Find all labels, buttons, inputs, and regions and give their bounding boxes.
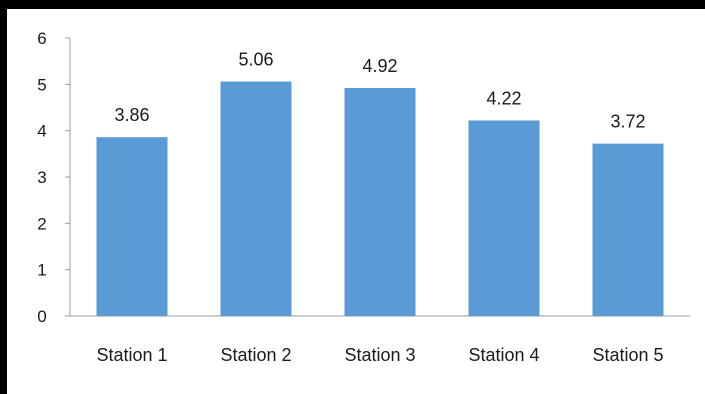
x-category-label: Station 5 — [592, 345, 663, 365]
data-label: 4.92 — [362, 56, 397, 76]
bar — [344, 88, 416, 316]
y-tick-label: 3 — [37, 168, 46, 187]
bar-series — [96, 81, 664, 317]
y-tick-label: 1 — [37, 261, 46, 280]
data-label: 3.72 — [610, 112, 645, 132]
y-tick-label: 2 — [37, 214, 46, 233]
y-tick-label: 0 — [37, 307, 46, 326]
data-label: 3.86 — [114, 105, 149, 125]
x-category-label: Station 2 — [220, 345, 291, 365]
x-category-label: Station 1 — [96, 345, 167, 365]
y-tick-label: 6 — [37, 29, 46, 48]
x-axis-categories: Station 1 Station 2 Station 3 Station 4 Stat… — [96, 345, 663, 365]
x-category-label: Station 3 — [344, 345, 415, 365]
bar — [220, 81, 292, 316]
y-tick-label: 4 — [37, 122, 46, 141]
bar — [468, 120, 540, 317]
bar — [592, 143, 664, 316]
data-label: 5.06 — [238, 50, 273, 70]
data-labels: 3.86 5.06 4.92 4.22 3.72 — [114, 50, 645, 132]
bar — [96, 137, 168, 316]
data-label: 4.22 — [486, 88, 521, 108]
frame-left-edge — [0, 0, 7, 394]
x-category-label: Station 4 — [468, 345, 539, 365]
y-tick-label: 5 — [37, 75, 46, 94]
frame-top-edge — [0, 0, 705, 9]
y-axis-ticks: 0 1 2 3 4 5 6 — [37, 29, 70, 326]
